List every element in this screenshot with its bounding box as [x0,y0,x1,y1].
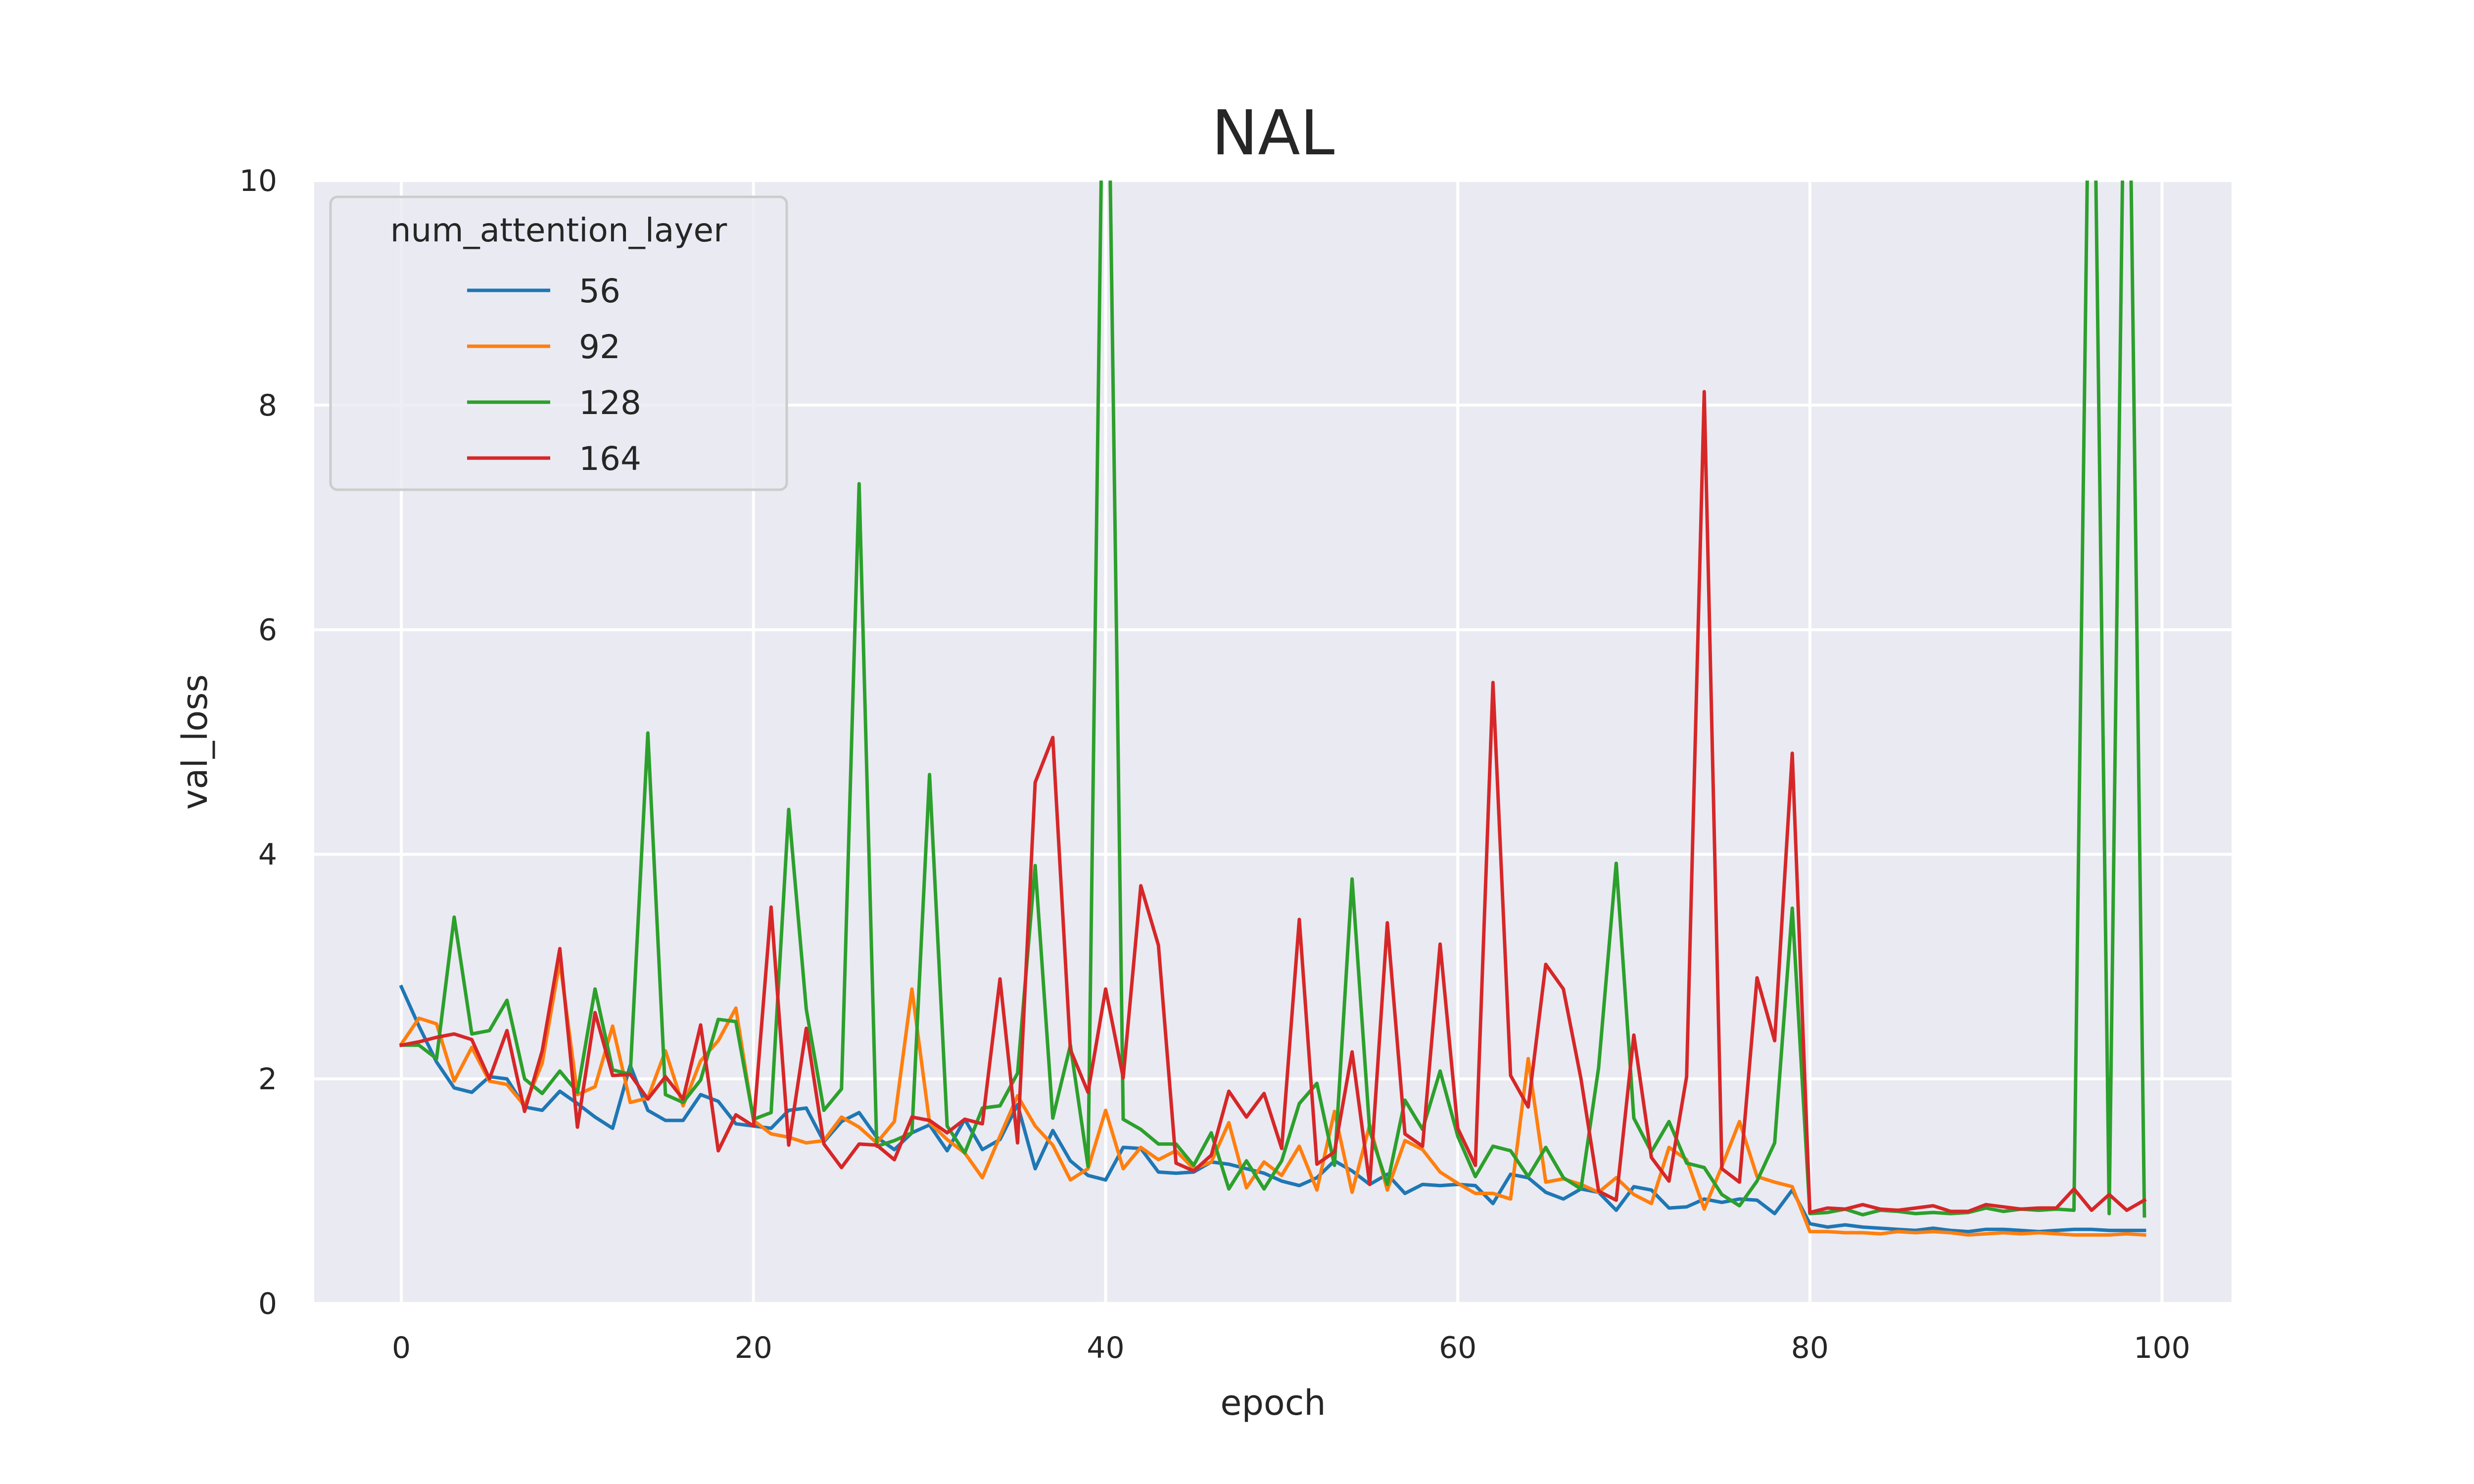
x-axis-label: epoch [1220,1383,1326,1423]
series-line-128 [399,181,2146,1218]
legend-label-56: 56 [579,272,620,310]
legend: num_attention_layer 56 92 128 164 [329,195,788,491]
y-tick-label: 8 [258,388,277,423]
x-tick-label: 100 [2134,1331,2190,1365]
series-line-92 [399,959,2146,1237]
y-tick-label: 0 [258,1287,277,1321]
series-line-164 [399,390,2147,1214]
y-tick-label: 10 [239,164,277,198]
y-tick-label: 2 [258,1062,277,1097]
y-tick-label: 4 [258,837,277,872]
x-tick-label: 0 [392,1331,411,1365]
series-lines [399,181,2147,1237]
legend-label-92: 92 [579,328,620,366]
legend-label-164: 164 [579,440,641,478]
legend-title: num_attention_layer [390,211,727,249]
legend-label-128: 128 [579,384,641,422]
x-tick-label: 80 [1791,1331,1829,1365]
y-tick-label: 6 [258,613,277,648]
x-tick-label: 20 [735,1331,772,1365]
x-axis-ticks: 0 20 40 60 80 100 [392,1331,2190,1365]
y-axis-label: val_loss [175,674,215,810]
x-tick-label: 60 [1439,1331,1476,1365]
chart-title: NAL [1212,97,1335,169]
x-tick-label: 40 [1087,1331,1124,1365]
legend-box [329,195,788,491]
y-axis-ticks: 0 2 4 6 8 10 [239,164,277,1321]
